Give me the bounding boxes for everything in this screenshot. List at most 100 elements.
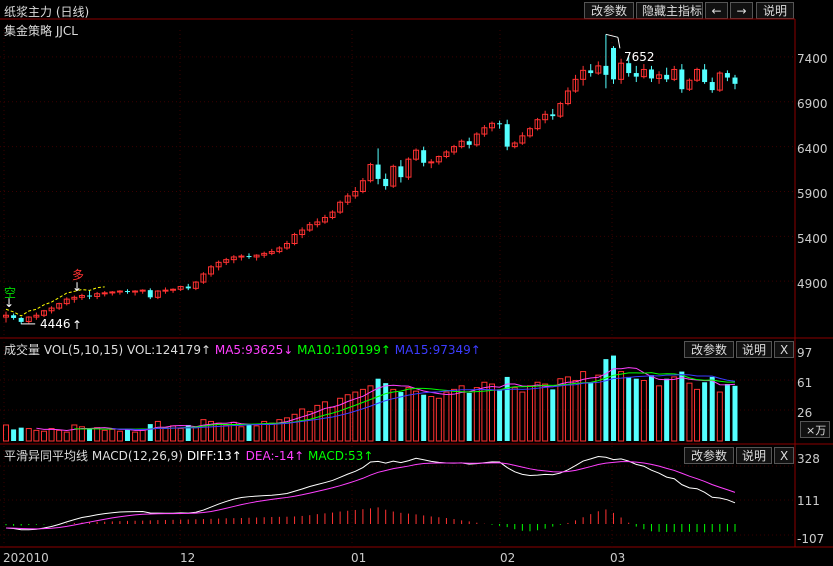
volume-bar xyxy=(352,391,359,442)
candle-body xyxy=(557,103,564,117)
left-arrow-icon[interactable]: ← xyxy=(705,2,728,19)
candle-body xyxy=(63,298,70,305)
candle-body xyxy=(611,47,616,80)
macd-y-tick: 111 xyxy=(797,494,820,508)
volume-bar xyxy=(595,374,602,442)
volume-bar xyxy=(208,420,215,442)
candle-body xyxy=(139,289,146,292)
volume-bar xyxy=(359,388,366,442)
volume-bar xyxy=(709,376,715,441)
candle-body xyxy=(154,290,161,298)
volume-bar xyxy=(154,420,161,442)
macd-help-button[interactable]: 说明 xyxy=(736,447,772,464)
candle-body xyxy=(443,151,450,157)
x-tick: 202010 xyxy=(3,551,49,565)
x-tick: 03 xyxy=(610,551,626,565)
volume-bar xyxy=(550,389,556,441)
candle-body xyxy=(306,224,313,231)
candle-body xyxy=(101,292,108,295)
volume-bar xyxy=(526,385,533,442)
volume-bar xyxy=(18,427,24,441)
hide-indicator-button[interactable]: 隐藏主指标 xyxy=(636,2,703,19)
candle-body xyxy=(238,255,245,258)
volume-close-button[interactable]: X xyxy=(774,341,794,358)
candle-body xyxy=(724,73,730,78)
volume-bar xyxy=(3,424,9,442)
candle-body xyxy=(170,288,177,291)
volume-bar xyxy=(116,430,123,442)
volume-bar xyxy=(40,430,47,442)
volume-bar xyxy=(421,394,427,441)
volume-params-button[interactable]: 改参数 xyxy=(684,341,734,358)
volume-params: VOL(5,10,15) xyxy=(43,343,124,357)
volume-bar xyxy=(321,401,328,442)
candle-body xyxy=(702,69,708,83)
candle-body xyxy=(390,165,397,187)
volume-ma-line xyxy=(112,374,736,430)
candle-body xyxy=(200,273,207,283)
candle-body xyxy=(572,78,579,92)
macd-params-button[interactable]: 改参数 xyxy=(684,447,734,464)
volume-y-tick: 97 xyxy=(797,346,813,360)
candle-body xyxy=(504,124,510,147)
volume-bar xyxy=(519,391,526,442)
candle-body xyxy=(709,82,715,91)
volume-bar xyxy=(686,382,693,442)
volume-bar xyxy=(223,424,230,442)
volume-bar xyxy=(147,424,153,441)
volume-bar xyxy=(306,411,313,442)
volume-bar xyxy=(177,428,184,442)
volume-bar xyxy=(603,359,609,441)
up-arrow-icon: ↑ xyxy=(72,318,83,332)
candle-body xyxy=(132,290,139,293)
candle-body xyxy=(11,315,17,318)
volume-bar xyxy=(534,381,541,442)
volume-bar xyxy=(511,387,518,442)
volume-bar xyxy=(428,396,435,442)
params-button[interactable]: 改参数 xyxy=(584,2,634,19)
volume-bar xyxy=(25,428,32,442)
volume-bar xyxy=(443,391,450,442)
candle-body xyxy=(283,243,290,249)
candle-body xyxy=(329,211,336,218)
macd-panel-name: 平滑异同平均线 xyxy=(4,449,89,463)
candle-body xyxy=(473,133,480,146)
candle-body xyxy=(618,62,625,80)
candle-body xyxy=(314,221,321,226)
candle-body xyxy=(526,128,533,137)
candle-body xyxy=(56,303,63,309)
candle-body xyxy=(656,74,663,79)
volume-bar xyxy=(466,392,472,441)
candle-body xyxy=(87,295,93,297)
candle-body xyxy=(299,229,306,236)
macd-y-tick: -107 xyxy=(797,532,825,546)
candle-body xyxy=(534,119,541,130)
candle-body xyxy=(3,314,9,318)
volume-bar xyxy=(71,424,78,442)
candle-body xyxy=(671,68,678,80)
candle-body xyxy=(405,158,412,178)
candle-body xyxy=(321,216,328,223)
candle-body xyxy=(421,150,427,163)
macd-close-button[interactable]: X xyxy=(774,447,794,464)
volume-panel-name: 成交量 xyxy=(4,343,41,357)
volume-bar xyxy=(192,426,199,442)
down-arrow-icon: ↓ xyxy=(4,296,15,310)
candle-body xyxy=(337,201,344,213)
volume-bar xyxy=(671,376,678,442)
volume-bar xyxy=(268,422,275,442)
volume-bar xyxy=(732,385,738,441)
volume-bar xyxy=(125,428,130,441)
candle-body xyxy=(192,281,199,289)
volume-bar xyxy=(640,379,647,442)
right-arrow-icon[interactable]: → xyxy=(730,2,753,19)
macd-y-tick: 328 xyxy=(797,452,820,466)
macd-value: MACD:53↑ xyxy=(308,449,374,463)
volume-bar xyxy=(405,387,412,442)
volume-bar xyxy=(162,427,169,442)
candle-body xyxy=(648,69,654,79)
volume-bar xyxy=(611,355,616,441)
y-tick: 5400 xyxy=(797,232,828,246)
volume-help-button[interactable]: 说明 xyxy=(736,341,772,358)
